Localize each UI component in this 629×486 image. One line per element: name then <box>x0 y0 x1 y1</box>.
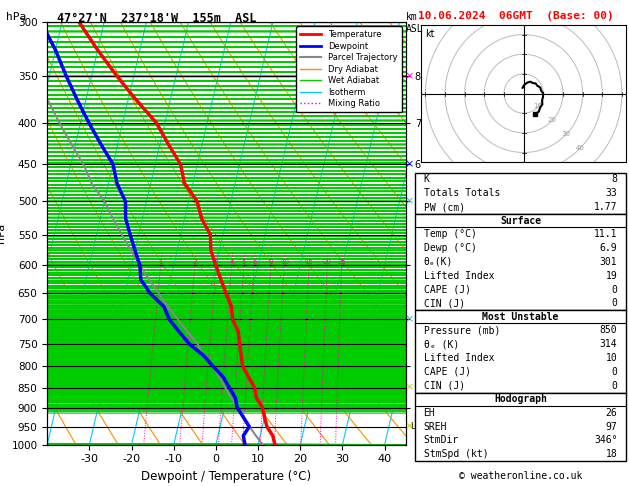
Text: 301: 301 <box>600 257 618 267</box>
Text: 850: 850 <box>600 325 618 335</box>
FancyBboxPatch shape <box>415 173 626 214</box>
Legend: Temperature, Dewpoint, Parcel Trajectory, Dry Adiabat, Wet Adiabat, Isotherm, Mi: Temperature, Dewpoint, Parcel Trajectory… <box>296 26 401 112</box>
Text: ×: × <box>404 382 413 393</box>
Text: km
ASL: km ASL <box>406 12 423 34</box>
Text: Temp (°C): Temp (°C) <box>423 229 476 239</box>
Text: PW (cm): PW (cm) <box>423 202 465 212</box>
Text: 11.1: 11.1 <box>594 229 618 239</box>
FancyBboxPatch shape <box>415 393 626 461</box>
Text: 10: 10 <box>606 353 618 363</box>
Text: StmSpd (kt): StmSpd (kt) <box>423 449 488 459</box>
Text: ×: × <box>404 71 413 81</box>
Text: 18: 18 <box>606 449 618 459</box>
Text: Dewp (°C): Dewp (°C) <box>423 243 476 253</box>
Text: CAPE (J): CAPE (J) <box>423 284 470 295</box>
Text: 20: 20 <box>323 260 332 265</box>
Text: 0: 0 <box>611 298 618 309</box>
Text: 0: 0 <box>611 381 618 391</box>
Text: 0: 0 <box>611 367 618 377</box>
Text: 19: 19 <box>606 271 618 281</box>
Text: 1: 1 <box>159 260 163 265</box>
Text: ×: × <box>404 159 413 169</box>
Text: K: K <box>423 174 430 185</box>
Text: CIN (J): CIN (J) <box>423 381 465 391</box>
Text: 8: 8 <box>611 174 618 185</box>
Text: 10: 10 <box>533 103 542 109</box>
Text: Totals Totals: Totals Totals <box>423 188 500 198</box>
Text: Surface: Surface <box>500 216 541 226</box>
Text: hPa: hPa <box>6 12 26 22</box>
Text: ×: × <box>404 196 413 206</box>
Text: StmDir: StmDir <box>423 435 459 446</box>
Text: 2: 2 <box>192 260 197 265</box>
Text: ×: × <box>404 314 413 325</box>
Text: 346°: 346° <box>594 435 618 446</box>
Text: kt: kt <box>426 29 435 39</box>
Text: 15: 15 <box>304 260 314 265</box>
Text: Hodograph: Hodograph <box>494 394 547 404</box>
Text: ×: × <box>404 422 413 432</box>
Text: 33: 33 <box>606 188 618 198</box>
Text: 25: 25 <box>337 260 346 265</box>
Text: LCL: LCL <box>410 422 426 431</box>
Text: EH: EH <box>423 408 435 418</box>
Text: 10.06.2024  06GMT  (Base: 00): 10.06.2024 06GMT (Base: 00) <box>418 11 614 21</box>
Text: 0: 0 <box>611 284 618 295</box>
Text: SREH: SREH <box>423 421 447 432</box>
Text: θₑ(K): θₑ(K) <box>423 257 453 267</box>
X-axis label: Dewpoint / Temperature (°C): Dewpoint / Temperature (°C) <box>142 470 311 483</box>
Text: 5: 5 <box>242 260 246 265</box>
Text: Pressure (mb): Pressure (mb) <box>423 325 500 335</box>
Text: 97: 97 <box>606 421 618 432</box>
Text: Most Unstable: Most Unstable <box>482 312 559 322</box>
Y-axis label: Mixing Ratio (g/kg): Mixing Ratio (g/kg) <box>430 187 440 279</box>
Text: 8: 8 <box>269 260 273 265</box>
Text: 6.9: 6.9 <box>600 243 618 253</box>
Text: CAPE (J): CAPE (J) <box>423 367 470 377</box>
FancyBboxPatch shape <box>415 311 626 393</box>
Text: 1.77: 1.77 <box>594 202 618 212</box>
Text: 314: 314 <box>600 339 618 349</box>
Text: 3: 3 <box>214 260 218 265</box>
Text: 20: 20 <box>547 117 557 123</box>
Text: Lifted Index: Lifted Index <box>423 271 494 281</box>
Text: © weatheronline.co.uk: © weatheronline.co.uk <box>459 471 582 481</box>
Text: 6: 6 <box>252 260 257 265</box>
Text: CIN (J): CIN (J) <box>423 298 465 309</box>
Text: 26: 26 <box>606 408 618 418</box>
Text: Lifted Index: Lifted Index <box>423 353 494 363</box>
Text: 4: 4 <box>230 260 234 265</box>
Text: 10: 10 <box>280 260 289 265</box>
Text: 40: 40 <box>576 145 585 151</box>
Y-axis label: hPa: hPa <box>0 223 6 243</box>
Text: θₑ (K): θₑ (K) <box>423 339 459 349</box>
FancyBboxPatch shape <box>415 214 626 311</box>
Text: 47°27'N  237°18'W  155m  ASL: 47°27'N 237°18'W 155m ASL <box>57 12 256 25</box>
Text: 30: 30 <box>562 131 571 137</box>
